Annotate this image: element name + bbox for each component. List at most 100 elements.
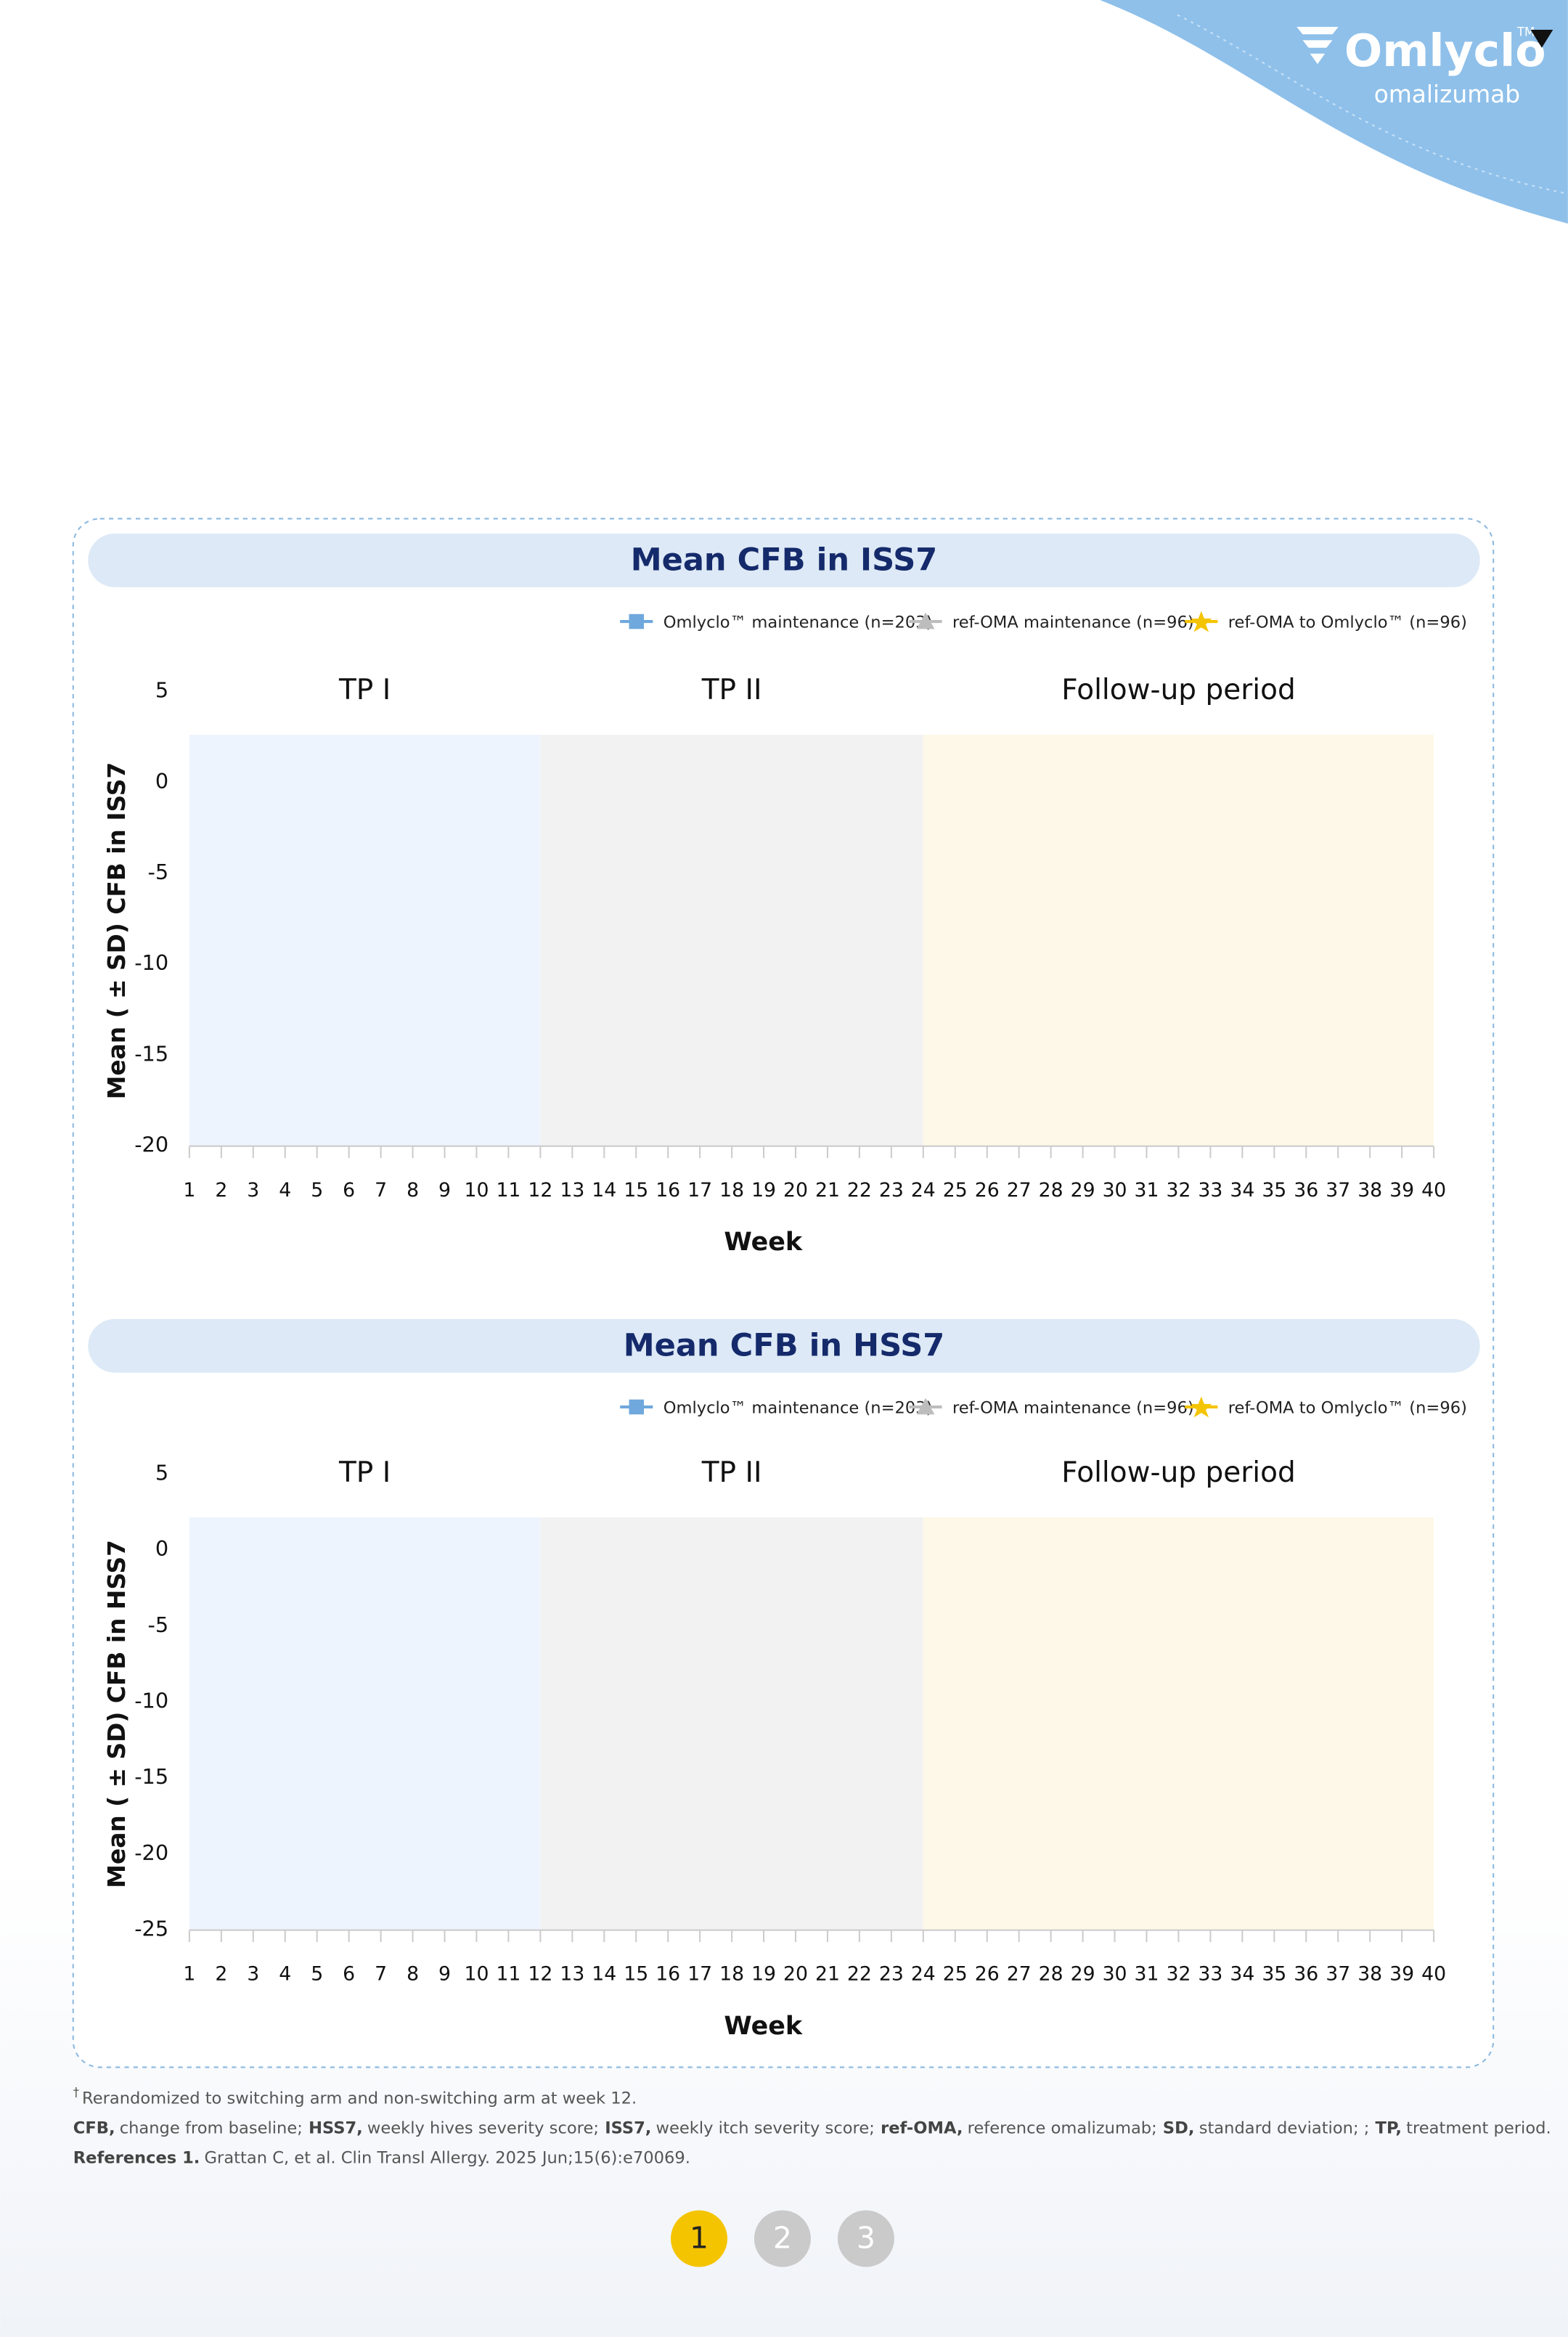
x-tick-label: 9 [438, 1179, 451, 1202]
x-tick-label: 17 [687, 1179, 712, 1202]
page-button[interactable] [837, 2210, 894, 2267]
ref-text: Grattan C, et al. Clin Transl Allergy. 2… [205, 2148, 690, 2167]
y-tick-label: -15 [134, 1041, 168, 1066]
y-tick-label: -10 [134, 950, 168, 975]
x-tick-label: 25 [943, 1963, 968, 1986]
legend-label: Omlyclo™ maintenance (n=203) [663, 613, 933, 632]
x-tick-label: 35 [1262, 1179, 1286, 1202]
y-tick-label: -20 [134, 1133, 168, 1157]
x-tick-label: 38 [1357, 1179, 1382, 1202]
x-tick-label: 39 [1389, 1963, 1414, 1986]
x-tick-label: 23 [879, 1179, 904, 1202]
header-wave [1100, 0, 1568, 224]
period-band [540, 735, 923, 1146]
x-axis-label: Week [724, 2012, 803, 2041]
y-tick-label: -25 [134, 1917, 168, 1941]
legend-label: ref-OMA to Omlyclo™ (n=96) [1228, 1399, 1467, 1418]
x-tick-label: 7 [375, 1963, 387, 1986]
x-tick-label: 15 [624, 1963, 648, 1986]
page-number[interactable]: 2 [773, 2221, 792, 2256]
menu-caret[interactable] [1530, 30, 1553, 48]
x-tick-label: 4 [279, 1179, 291, 1202]
page-button[interactable] [670, 2210, 727, 2267]
x-tick-label: 8 [407, 1179, 419, 1202]
period-band [923, 735, 1434, 1146]
abbreviations: CFB, change from baseline; HSS7, weekly hiv… [73, 2118, 1551, 2137]
y-tick-label: 5 [155, 1460, 168, 1485]
wave-line [1177, 14, 1568, 195]
x-tick-label: 14 [592, 1179, 616, 1202]
x-tick-label: 5 [311, 1963, 323, 1986]
logo-icon [1297, 26, 1339, 65]
x-tick-label: 29 [1071, 1963, 1095, 1986]
y-tick-label: 5 [155, 678, 168, 703]
x-tick-label: 37 [1326, 1963, 1350, 1986]
logo: Omlyclo [1344, 25, 1546, 77]
y-tick-label: -15 [134, 1764, 168, 1789]
x-tick-label: 36 [1294, 1963, 1318, 1986]
abbr-text: weekly hives severity score; [367, 2118, 599, 2137]
x-tick-label: 10 [464, 1963, 489, 1986]
x-tick-label: 2 [215, 1963, 227, 1986]
x-tick-label: 40 [1421, 1963, 1446, 1986]
period-label: TP II [701, 1456, 762, 1489]
period-label: TP I [338, 674, 391, 706]
trademark: TM [1516, 25, 1535, 39]
abbr-text: standard deviation; ; [1199, 2118, 1370, 2137]
chart-title: Mean CFB in ISS7 [631, 542, 938, 578]
legend-marker [916, 1398, 935, 1415]
x-tick-label: 39 [1389, 1179, 1414, 1202]
y-tick-label: -20 [134, 1840, 168, 1865]
legend-label: ref-OMA maintenance (n=96) [952, 613, 1194, 632]
title-bar [88, 533, 1480, 587]
period-label: Follow-up period [1061, 674, 1296, 706]
abbr-text: treatment period. [1406, 2118, 1551, 2137]
abbr-term: ref-OMA, [881, 2118, 963, 2137]
x-tick-label: 26 [975, 1179, 1000, 1202]
x-tick-label: 13 [560, 1963, 584, 1986]
footnote-text: Rerandomized to switching arm and non-sw… [82, 2089, 637, 2108]
x-tick-label: 35 [1262, 1963, 1286, 1986]
x-tick-label: 15 [624, 1179, 648, 1202]
legend-marker [629, 613, 645, 629]
x-tick-label: 12 [528, 1179, 552, 1202]
x-tick-label: 29 [1071, 1179, 1095, 1202]
x-tick-label: 36 [1294, 1179, 1318, 1202]
x-tick-label: 10 [464, 1179, 489, 1202]
page-button[interactable] [754, 2210, 811, 2267]
y-tick-label: -5 [147, 1612, 168, 1637]
period-band [923, 1517, 1434, 1930]
x-tick-label: 22 [847, 1179, 872, 1202]
x-tick-label: 21 [815, 1963, 840, 1986]
page-number[interactable]: 1 [690, 2221, 709, 2256]
x-tick-label: 6 [343, 1963, 355, 1986]
legend-label: ref-OMA maintenance (n=96) [952, 1399, 1194, 1418]
abbr-text: weekly itch severity score; [656, 2118, 875, 2137]
y-axis-label: Mean ( ± SD) CFB in ISS7 [103, 762, 131, 1099]
abbr-term: ISS7, [605, 2118, 651, 2137]
x-tick-label: 2 [215, 1179, 227, 1202]
x-tick-label: 16 [656, 1179, 680, 1202]
x-tick-label: 33 [1198, 1963, 1222, 1986]
legend-marker [916, 612, 935, 629]
x-tick-label: 20 [783, 1179, 808, 1202]
x-tick-label: 33 [1198, 1179, 1222, 1202]
x-tick-label: 24 [911, 1963, 936, 1986]
x-tick-label: 13 [560, 1179, 584, 1202]
page-number[interactable]: 3 [857, 2221, 875, 2256]
x-tick-label: 20 [783, 1963, 808, 1986]
period-label: Follow-up period [1061, 1456, 1296, 1489]
ref-term: References 1. [73, 2148, 200, 2167]
period-band [189, 735, 541, 1146]
x-tick-label: 7 [375, 1179, 387, 1202]
y-tick-label: -5 [147, 860, 168, 884]
x-tick-label: 30 [1103, 1179, 1127, 1202]
abbr-term: HSS7, [309, 2118, 363, 2137]
abbr-text: change from baseline; [120, 2118, 303, 2137]
x-tick-label: 17 [687, 1963, 712, 1986]
x-tick-label: 18 [719, 1179, 744, 1202]
x-tick-label: 12 [528, 1963, 552, 1986]
period-label: TP I [338, 1456, 391, 1489]
x-tick-label: 1 [183, 1179, 195, 1202]
